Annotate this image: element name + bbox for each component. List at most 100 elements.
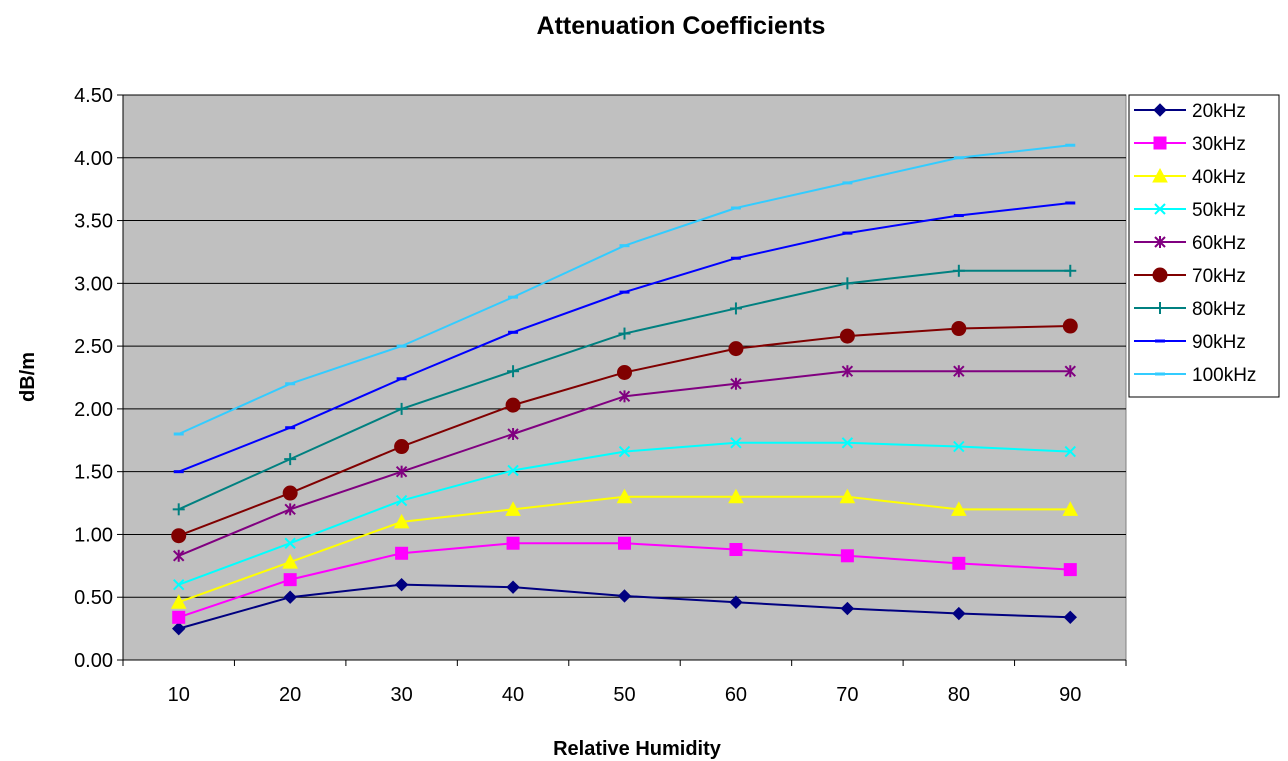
data-point-20khz <box>394 577 409 592</box>
x-marker-stroke <box>173 578 185 591</box>
data-point-80khz <box>1064 264 1077 277</box>
data-point-60khz <box>953 365 965 378</box>
square-marker <box>1153 136 1167 150</box>
data-point-30khz <box>506 536 520 550</box>
x-tick-label: 30 <box>390 684 412 706</box>
data-point-20khz <box>506 580 520 594</box>
legend-item-90khz: 90kHz <box>1134 332 1246 353</box>
data-point-60khz <box>841 365 854 378</box>
x-tick-label: 70 <box>836 684 858 706</box>
legend-item-40khz: 40kHz <box>1134 167 1246 188</box>
series-90khz <box>173 201 1076 474</box>
square-marker <box>395 546 409 560</box>
data-point-60khz <box>284 503 296 516</box>
data-point-70khz <box>839 328 855 344</box>
y-tick-label: 1.50 <box>74 462 113 484</box>
data-point-40khz <box>728 488 744 504</box>
series-100khz <box>173 143 1076 436</box>
data-point-30khz <box>283 573 297 587</box>
data-point-50khz <box>1064 445 1076 458</box>
data-point-20khz <box>1063 610 1077 625</box>
data-point-60khz <box>730 377 742 390</box>
legend: 20kHz 30kHz 40kHz 50kHz 60kHz 70kHz 80kHz 90kHz… <box>1128 94 1280 398</box>
data-point-70khz <box>951 321 967 337</box>
y-tick-label: 4.50 <box>74 85 113 107</box>
circle-marker <box>1152 267 1168 283</box>
data-point-60khz <box>1064 365 1076 378</box>
triangle-marker <box>1062 501 1079 516</box>
y-tick-label: 4.00 <box>74 148 113 170</box>
square-marker <box>1063 563 1077 577</box>
series-80khz <box>172 264 1077 516</box>
legend-marker-30khz <box>1153 136 1167 150</box>
x-marker-stroke <box>1154 203 1166 215</box>
series-40khz <box>170 488 1079 609</box>
data-point-50khz <box>730 437 742 449</box>
series-lines <box>170 143 1079 636</box>
diamond-marker <box>172 621 186 636</box>
data-point-50khz <box>618 445 631 458</box>
y-tick-label: 2.00 <box>74 399 113 421</box>
data-point-60khz <box>618 390 631 403</box>
data-point-50khz <box>395 494 408 507</box>
legend-marker-40khz <box>1152 167 1168 183</box>
data-point-40khz <box>505 501 521 516</box>
x-marker-stroke <box>618 445 631 458</box>
legend-label-50khz: 50kHz <box>1192 200 1246 221</box>
series-20khz <box>172 577 1077 636</box>
legend-marker-80khz <box>1154 302 1166 314</box>
triangle-marker <box>616 488 633 504</box>
x-marker-stroke <box>841 437 854 449</box>
y-tick-label: 2.50 <box>74 336 113 358</box>
triangle-marker <box>505 501 521 516</box>
x-marker-stroke <box>1064 445 1076 458</box>
data-point-80khz <box>729 302 742 315</box>
x-tick-label: 90 <box>1059 684 1081 706</box>
legend-items: 20kHz 30kHz 40kHz 50kHz 60kHz 70kHz 80kHz 90kHz… <box>1134 101 1256 386</box>
data-point-50khz <box>173 578 185 591</box>
x-tick-label: 10 <box>168 684 190 706</box>
square-marker <box>952 556 966 570</box>
y-tick-label: 0.00 <box>74 650 113 672</box>
diamond-marker <box>283 590 297 604</box>
legend-label-30khz: 30kHz <box>1192 134 1246 155</box>
data-point-40khz <box>282 554 299 569</box>
legend-marker-50khz <box>1154 203 1166 215</box>
x-marker-stroke <box>507 464 519 477</box>
series-30khz <box>172 536 1077 624</box>
triangle-marker <box>728 488 744 504</box>
data-point-30khz <box>395 546 409 560</box>
x-marker-stroke <box>953 440 965 453</box>
data-point-80khz <box>841 277 854 290</box>
data-point-40khz <box>393 513 410 529</box>
data-point-70khz <box>394 439 410 455</box>
series-70khz <box>171 318 1078 544</box>
x-tick-label: 80 <box>948 684 970 706</box>
data-point-30khz <box>729 543 743 557</box>
square-marker <box>618 536 631 550</box>
data-point-20khz <box>840 601 855 616</box>
circle-marker <box>728 341 744 357</box>
data-point-70khz <box>617 364 632 380</box>
circle-marker <box>282 485 298 501</box>
legend-label-100khz: 100kHz <box>1192 365 1256 386</box>
legend-item-100khz: 100kHz <box>1134 365 1256 386</box>
diamond-marker <box>394 577 409 592</box>
diamond-marker <box>1063 610 1077 625</box>
legend-item-50khz: 50kHz <box>1134 200 1246 221</box>
circle-marker <box>839 328 855 344</box>
series-50khz <box>173 437 1076 591</box>
triangle-marker <box>170 594 187 609</box>
x-tick-label: 50 <box>613 684 635 706</box>
triangle-marker <box>282 554 299 569</box>
circle-marker <box>394 439 410 455</box>
data-point-80khz <box>507 365 520 378</box>
diamond-marker <box>506 580 520 594</box>
data-point-40khz <box>616 488 633 504</box>
x-tick-label: 20 <box>279 684 301 706</box>
triangle-marker <box>839 488 856 504</box>
square-marker <box>506 536 520 550</box>
x-marker-stroke <box>730 437 742 449</box>
y-axis-title: dB/m <box>17 352 39 402</box>
